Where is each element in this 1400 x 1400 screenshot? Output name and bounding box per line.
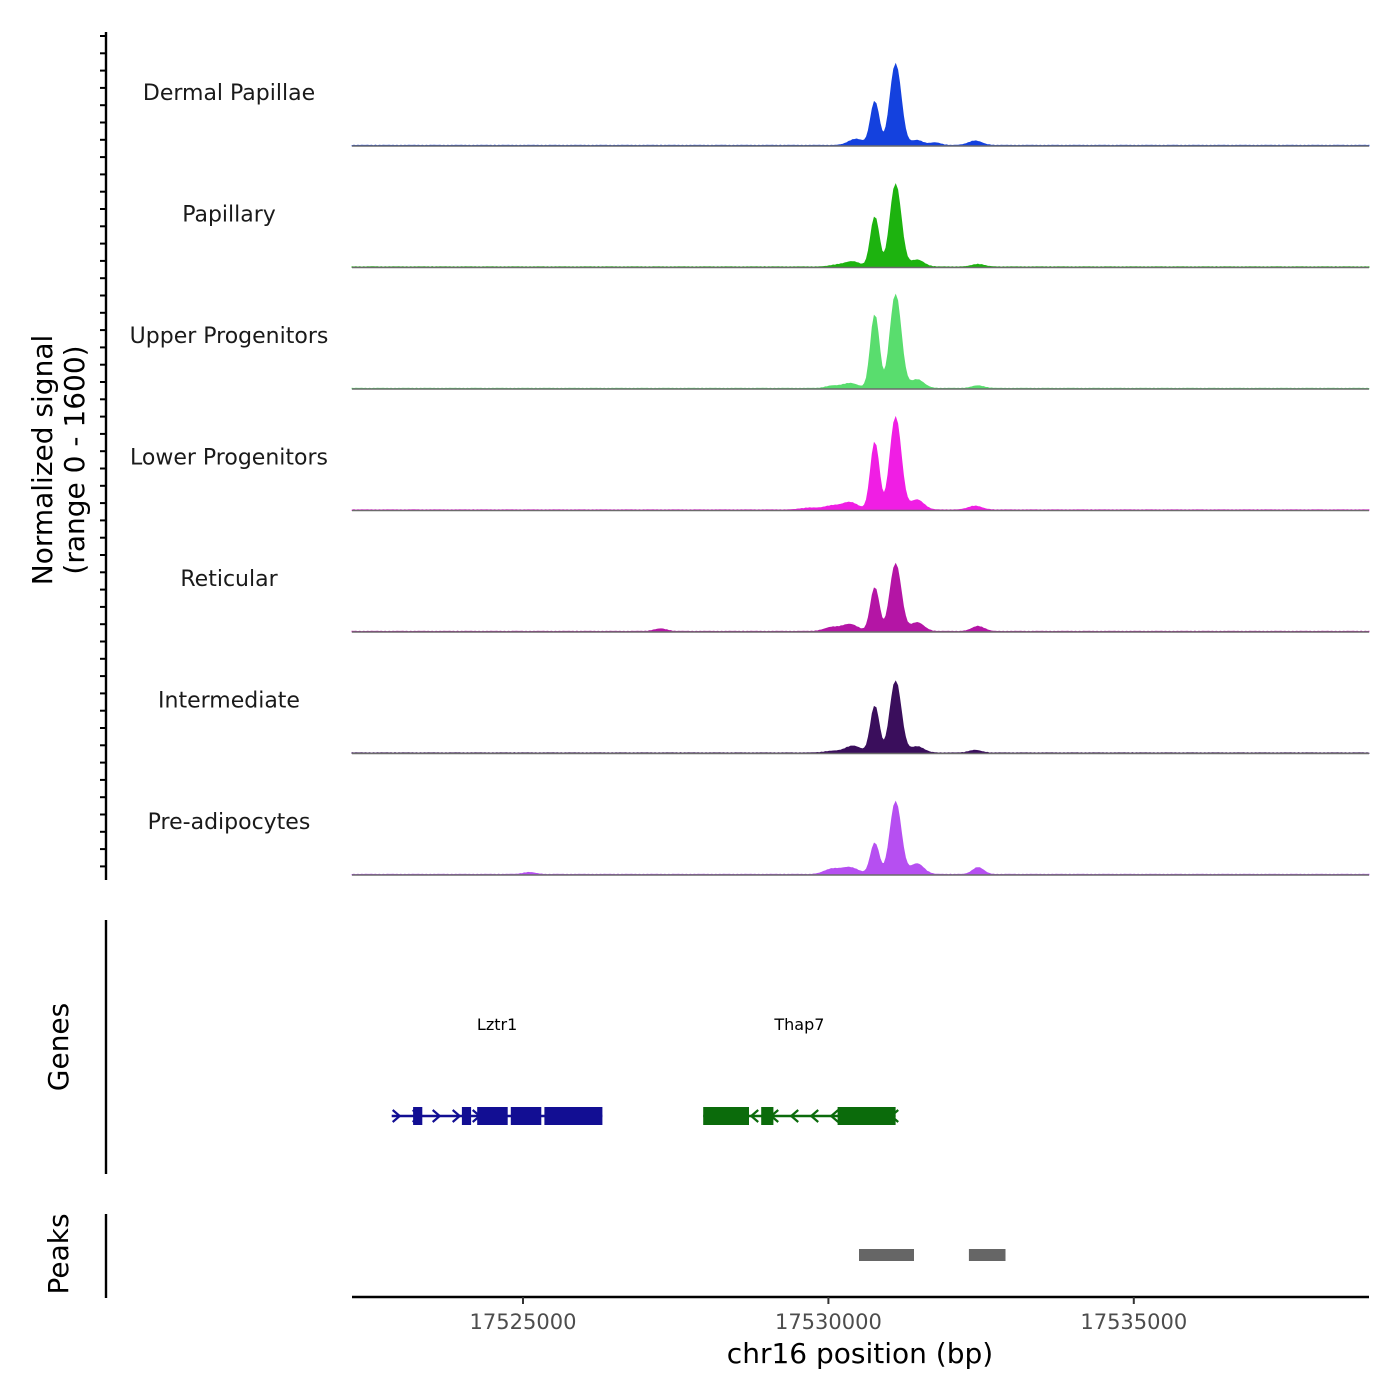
track-pre-adipocytes: Pre-adipocytes <box>148 800 1370 876</box>
track-upper-progenitors: Upper Progenitors <box>130 293 1370 390</box>
coverage-area <box>351 62 1370 147</box>
track-label: Dermal Papillae <box>143 81 315 106</box>
x-tick-label: 17525000 <box>470 1310 577 1334</box>
track-label: Lower Progenitors <box>130 446 328 471</box>
gene-exon <box>761 1107 774 1125</box>
gene-strand-chevron <box>391 1109 402 1123</box>
track-label: Reticular <box>180 567 278 592</box>
genes-track: Lztr1 Thap7 <box>391 1015 899 1125</box>
gene-strand-chevron <box>829 1109 839 1123</box>
track-dermal-papillae: Dermal Papillae <box>143 62 1370 147</box>
y-axis-title-line1: Normalized signal <box>26 335 59 586</box>
gene-thap7: Thap7 <box>703 1015 899 1125</box>
gene-strand-chevron <box>789 1109 799 1123</box>
coverage-area <box>351 415 1370 511</box>
peaks-track-title: Peaks <box>42 1213 75 1294</box>
coverage-area <box>351 293 1370 390</box>
peak-region <box>968 1249 1006 1261</box>
x-axis-ticks: 17525000 17530000 17535000 <box>470 1297 1187 1334</box>
gene-exon <box>837 1107 896 1125</box>
peaks-track <box>859 1249 1006 1261</box>
gene-exon <box>703 1107 749 1125</box>
gene-lztr1: Lztr1 <box>391 1015 603 1125</box>
gene-label: Lztr1 <box>477 1015 517 1034</box>
track-lower-progenitors: Lower Progenitors <box>130 415 1370 512</box>
track-label: Papillary <box>182 203 276 228</box>
gene-exon <box>477 1107 508 1125</box>
x-axis-title: chr16 position (bp) <box>727 1337 993 1370</box>
gene-strand-chevron <box>809 1109 819 1123</box>
coverage-axis-ticks <box>100 35 106 868</box>
gene-label: Thap7 <box>773 1015 824 1034</box>
coverage-tracks: Dermal Papillae Papillary Upper Progenitor… <box>130 62 1370 876</box>
genes-track-title: Genes <box>42 1003 75 1091</box>
track-papillary: Papillary <box>182 183 1370 269</box>
gene-exon <box>413 1107 423 1125</box>
y-axis-title-line2: (range 0 - 1600) <box>58 345 91 574</box>
x-tick-label: 17535000 <box>1080 1310 1187 1334</box>
track-label: Intermediate <box>158 689 300 714</box>
coverage-area <box>351 680 1370 754</box>
peak-region <box>859 1249 914 1261</box>
gene-exon <box>461 1107 472 1125</box>
gene-exon <box>510 1107 542 1125</box>
gene-exon <box>544 1107 603 1125</box>
gene-strand-chevron <box>451 1109 462 1123</box>
track-label: Pre-adipocytes <box>148 810 311 835</box>
track-label: Upper Progenitors <box>130 324 329 349</box>
track-reticular: Reticular <box>180 562 1370 633</box>
y-axis-title: Normalized signal (range 0 - 1600) <box>26 335 91 586</box>
track-intermediate: Intermediate <box>158 680 1370 755</box>
gene-strand-chevron <box>431 1109 442 1123</box>
coverage-area <box>351 562 1370 633</box>
x-tick-label: 17530000 <box>775 1310 882 1334</box>
coverage-area <box>351 183 1370 268</box>
coverage-area <box>351 800 1370 876</box>
gene-strand-chevron <box>749 1109 759 1123</box>
